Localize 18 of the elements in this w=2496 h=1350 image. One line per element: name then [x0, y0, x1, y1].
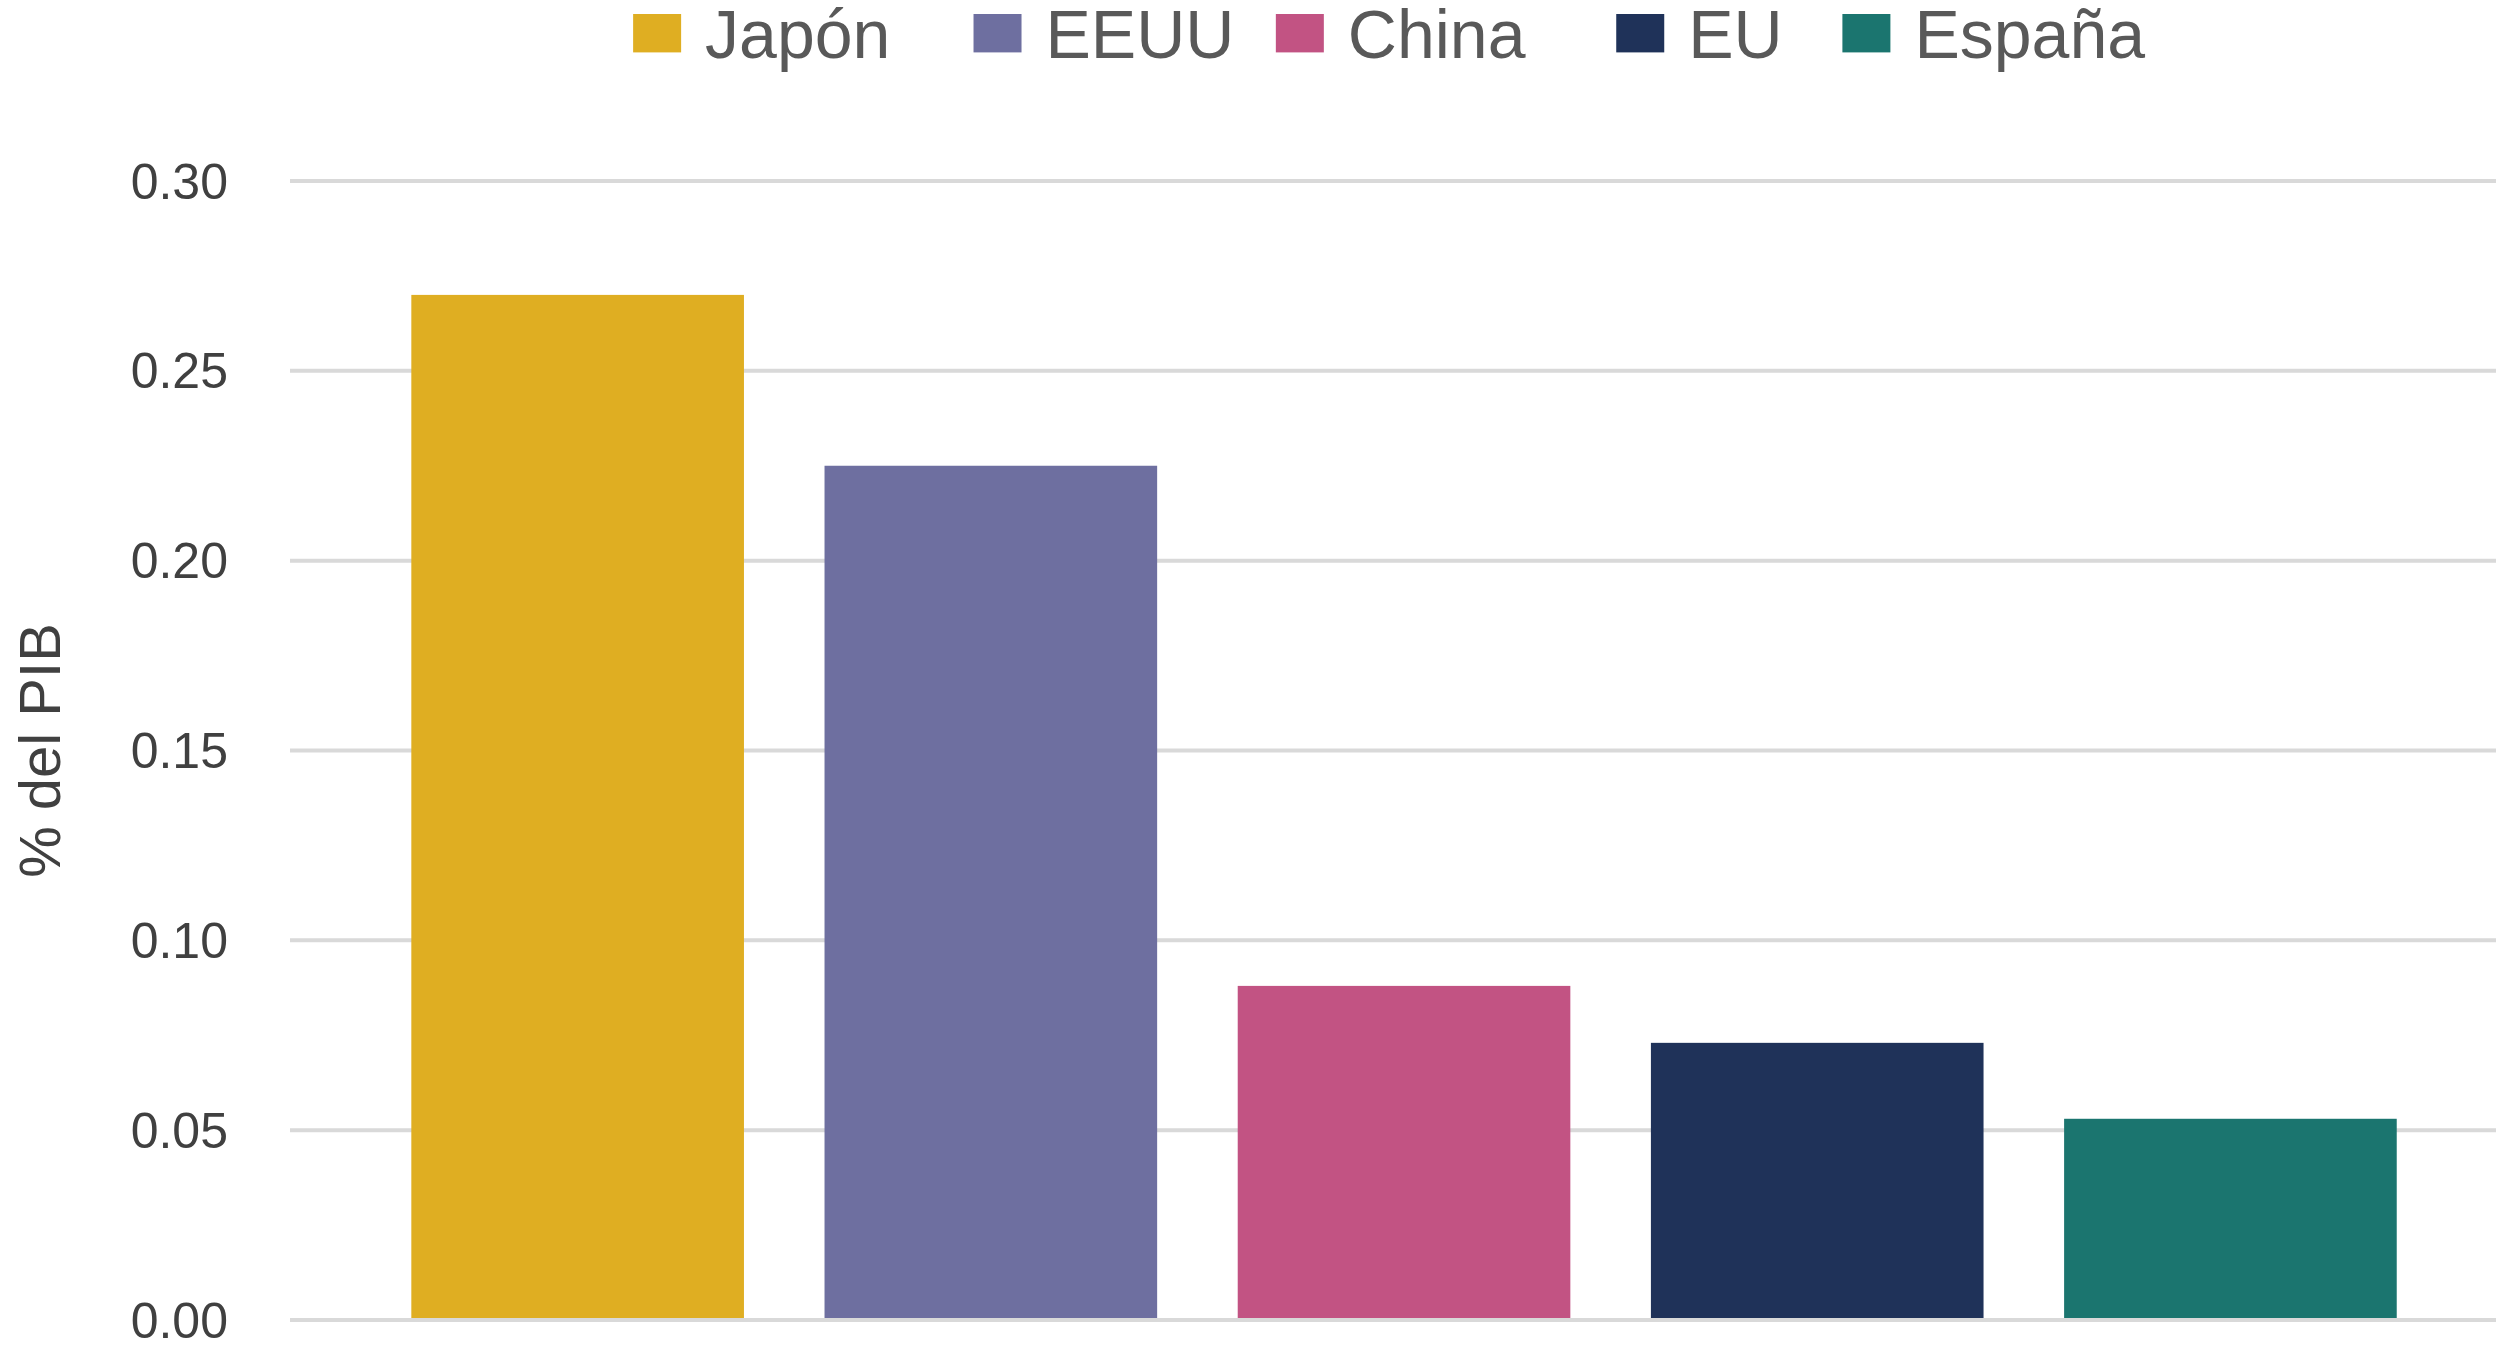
bar: [824, 465, 1158, 1320]
bar: [1237, 985, 1571, 1320]
y-tick-label: 0.10: [130, 912, 228, 969]
y-axis-title: % del PIB: [7, 623, 72, 878]
y-tick-label: 0.25: [130, 343, 228, 400]
legend-label: China: [1347, 0, 1526, 73]
legend-label: EEUU: [1045, 0, 1235, 73]
y-tick-label: 0.00: [130, 1292, 228, 1349]
legend-label: Japón: [705, 0, 891, 73]
legend-label: España: [1914, 0, 2146, 73]
bar: [1650, 1042, 1984, 1320]
bar: [411, 294, 744, 1320]
y-tick-label: 0.05: [130, 1102, 228, 1159]
legend-label: EU: [1688, 0, 1783, 73]
bar: [2064, 1118, 2397, 1320]
y-tick-label: 0.15: [130, 723, 228, 779]
y-tick-label: 0.20: [130, 533, 228, 590]
y-tick-label: 0.30: [130, 153, 228, 210]
